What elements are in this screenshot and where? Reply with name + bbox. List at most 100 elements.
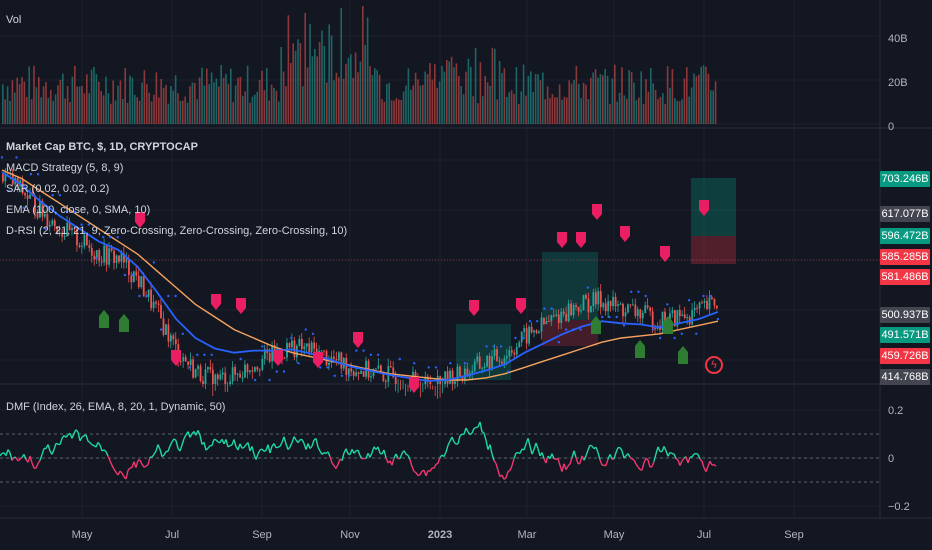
dmf-line-segment: [469, 432, 473, 436]
candle-body: [305, 343, 308, 347]
dmf-line-segment: [515, 451, 519, 454]
volume-bar: [546, 86, 549, 124]
volume-label: Vol: [6, 14, 22, 26]
candle-body: [503, 358, 506, 364]
volume-bar: [208, 84, 210, 124]
candle-body: [216, 374, 219, 380]
sar-dot: [123, 273, 127, 277]
dmf-line-segment: [481, 431, 485, 434]
volume-tick-label: 40B: [888, 33, 908, 45]
candle-body: [649, 307, 652, 312]
stop-loss-box: [691, 236, 736, 264]
sar-dot: [94, 257, 98, 260]
dmf-line-segment: [463, 427, 467, 435]
volume-bar: [525, 95, 527, 124]
symbol-title[interactable]: Market Cap BTC, $, 1D, CRYPTOCAP: [6, 141, 198, 153]
volume-bar: [518, 103, 520, 124]
volume-bar: [335, 72, 338, 124]
price-tag: 459.726B: [880, 348, 930, 364]
indicator-legend-item[interactable]: MACD Strategy (5, 8, 9): [6, 162, 124, 174]
volume-bar: [345, 63, 347, 124]
candle-body: [525, 328, 528, 344]
sell-signal-marker: [135, 212, 145, 228]
dmf-line-segment: [509, 465, 513, 471]
candle-body: [377, 365, 380, 369]
dmf-line-segment: [337, 458, 341, 465]
volume-bar: [422, 84, 424, 124]
volume-bar: [688, 96, 690, 124]
candle-body: [562, 311, 565, 314]
volume-bar: [690, 87, 693, 124]
dmf-line-segment: [653, 453, 657, 462]
volume-bar: [239, 76, 242, 124]
candle-body: [199, 365, 202, 381]
sar-dot: [514, 336, 517, 340]
sar-dot: [8, 189, 11, 193]
volume-bar: [510, 90, 513, 124]
candle-body: [283, 357, 286, 359]
candle-body: [481, 367, 484, 369]
candle-body: [513, 352, 516, 355]
sar-dot: [275, 370, 279, 373]
volume-bar: [340, 7, 342, 125]
volume-bar: [148, 92, 150, 124]
dmf-line-segment: [569, 457, 573, 465]
volume-bar: [4, 99, 6, 124]
dmf-line-segment: [167, 445, 171, 452]
indicator-legend-item[interactable]: EMA (100, close, 0, SMA, 10): [6, 204, 151, 216]
dmf-line-segment: [597, 452, 601, 460]
dmf-line-segment: [323, 451, 327, 455]
sar-dot: [181, 332, 185, 335]
volume-bar: [558, 84, 561, 124]
volume-bar: [371, 74, 374, 124]
candle-body: [392, 367, 395, 378]
volume-bar: [465, 71, 467, 124]
dmf-line-segment: [417, 474, 421, 477]
dmf-line-segment: [385, 457, 389, 464]
volume-bar: [285, 86, 287, 124]
dmf-line-segment: [19, 457, 23, 460]
volume-bar: [695, 76, 698, 124]
candle-body: [567, 303, 570, 322]
dmf-line-segment: [113, 468, 117, 473]
sar-dot: [268, 378, 271, 382]
candle-body: [669, 313, 671, 323]
volume-bar: [443, 71, 446, 124]
candle-body: [137, 275, 140, 288]
dmf-line-segment: [175, 440, 179, 449]
candle-body: [674, 310, 676, 327]
candle-body: [362, 371, 365, 377]
volume-bar: [50, 89, 52, 124]
volume-bar: [242, 95, 244, 124]
candle-body: [496, 349, 498, 361]
dmf-line-segment: [641, 462, 645, 471]
candle-body: [548, 321, 550, 323]
candle-body: [300, 338, 303, 350]
sar-dot: [550, 307, 553, 310]
candle-body: [66, 222, 69, 237]
volume-bar: [11, 80, 14, 124]
dmf-line-segment: [395, 453, 399, 459]
candle-body: [323, 350, 325, 352]
candle-body: [293, 340, 296, 358]
sell-signal-marker: [313, 352, 323, 368]
dmf-line-segment: [157, 444, 161, 450]
candle-body: [76, 229, 78, 246]
volume-bar: [282, 71, 285, 124]
dmf-line-segment: [125, 470, 129, 480]
candle-body: [118, 255, 120, 262]
lightning-alert-icon[interactable]: ϟ: [705, 356, 723, 374]
volume-bar: [160, 79, 162, 124]
indicator-legend-item[interactable]: SAR (0.02, 0.02, 0.2): [6, 183, 110, 195]
indicator-legend-item[interactable]: D-RSI (2, 21, 21, 9, Zero-Crossing, Zero…: [6, 225, 348, 237]
volume-bar: [93, 66, 95, 124]
volume-bar: [306, 67, 309, 124]
candle-body: [81, 246, 83, 248]
dmf-line-segment: [407, 454, 411, 460]
candle-body: [501, 361, 503, 364]
candle-body: [24, 193, 27, 196]
volume-tick-label: 0: [888, 121, 894, 133]
dmf-line-segment: [589, 444, 593, 447]
volume-bar: [438, 81, 441, 124]
